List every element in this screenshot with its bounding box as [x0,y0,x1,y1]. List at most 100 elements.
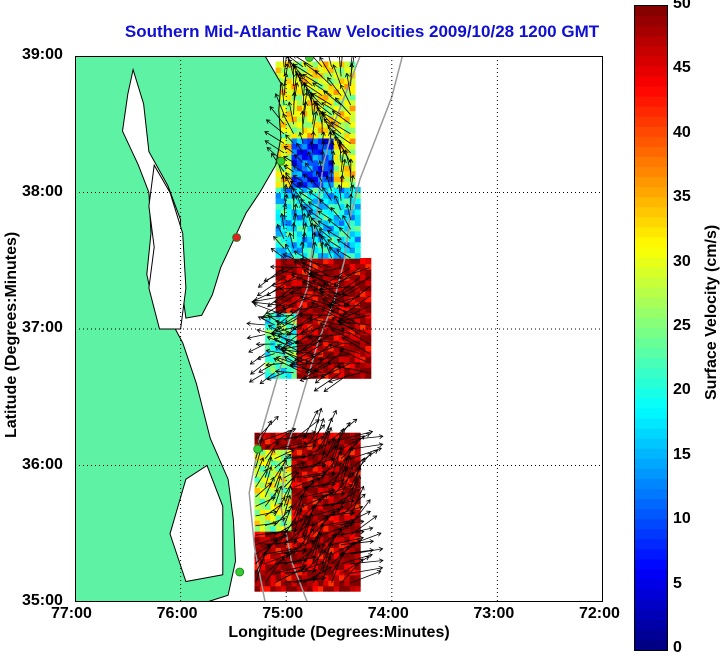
current-vector [343,286,370,307]
velocity-cell [349,372,356,379]
velocity-cell [275,350,282,357]
current-vector-head [339,349,344,354]
current-vector [312,555,331,584]
velocity-cell [333,252,340,259]
velocity-cell [280,236,287,243]
velocity-cell [275,274,282,281]
velocity-cell [339,132,345,139]
current-vector-head [328,302,334,307]
velocity-cell [291,154,298,161]
velocity-cell [328,525,335,532]
velocity-cell [280,279,287,286]
velocity-cell [339,94,345,101]
velocity-cell [328,476,335,483]
current-vector [350,443,383,450]
current-vector [333,276,361,297]
velocity-cell [307,498,314,505]
current-vector [350,475,361,507]
velocity-cell [270,339,277,346]
velocity-cell [349,307,356,314]
velocity-cell [302,312,308,319]
velocity-cell [275,563,282,570]
velocity-cell [354,312,361,319]
current-vector-head [276,223,281,229]
current-vector-head [314,224,319,229]
current-vector [302,74,323,87]
velocity-cell [312,236,319,243]
velocity-cell [312,296,319,303]
velocity-cell [291,241,298,248]
current-vector [274,476,281,498]
velocity-cell [275,214,282,221]
current-vector [274,453,292,469]
velocity-cell [302,498,308,505]
current-vector-head [293,260,298,265]
current-vector-head [308,271,314,276]
velocity-cell [307,268,314,275]
current-vector [319,199,332,211]
velocity-cell [296,132,303,139]
current-vector-head [302,374,308,380]
velocity-cell [296,208,303,215]
velocity-cell [328,274,335,281]
current-vector [264,430,292,450]
current-vector [264,551,296,565]
y-tick-label: 35:00 [22,592,63,609]
current-vector-head [311,430,317,435]
velocity-cell [291,465,298,472]
current-vector [350,457,365,488]
velocity-cell [286,214,293,221]
velocity-cell [296,536,303,543]
current-vector [277,224,285,240]
velocity-cell [302,438,308,445]
pamlico-sound-water [169,464,224,583]
velocity-cell [307,165,314,172]
current-vector [264,457,272,478]
velocity-cell [296,219,303,226]
y-tick-label: 38:00 [22,182,63,200]
velocity-cell [339,198,345,205]
velocity-cell [275,241,282,248]
velocity-cell [333,181,340,188]
velocity-cell [333,230,340,237]
velocity-cell [317,514,324,521]
current-vector-head [304,368,310,374]
current-vector-head [358,558,364,563]
velocity-cell [275,236,282,243]
velocity-cell [328,552,335,559]
velocity-cell [312,361,319,368]
velocity-cell [275,339,282,346]
current-vector [329,247,342,259]
velocity-cell [333,487,340,494]
map-canvas [75,56,603,602]
velocity-cell [317,563,324,570]
current-vector [292,188,304,201]
current-vector-head [296,194,301,200]
velocity-cell [333,225,340,232]
velocity-cell [323,520,330,527]
velocity-cell [296,492,303,499]
current-vector-head [267,315,273,320]
current-vector-head [323,90,328,95]
velocity-cell [354,345,361,352]
velocity-cell [280,127,287,134]
velocity-cell [317,465,324,472]
velocity-cell [349,66,356,73]
velocity-cell [296,236,303,243]
velocity-cell [333,361,340,368]
velocity-cell [344,443,351,450]
current-vector-head [320,424,326,429]
velocity-cell [296,574,303,581]
velocity-cell [365,296,372,303]
velocity-cell [307,77,314,84]
velocity-cell [286,165,293,172]
current-vector-head [288,232,293,238]
current-vector [328,219,342,230]
map-plot-area[interactable] [75,56,603,602]
velocity-cell [265,509,271,516]
velocity-cell [280,121,287,128]
velocity-cell [275,525,282,532]
velocity-cell [270,432,277,439]
velocity-cell [339,323,345,330]
velocity-cell [296,356,303,363]
